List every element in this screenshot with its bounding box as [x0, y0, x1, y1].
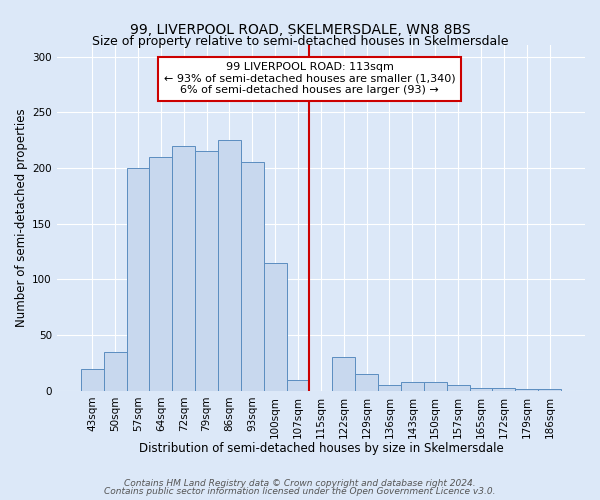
Bar — [195, 152, 218, 391]
Text: Contains public sector information licensed under the Open Government Licence v3: Contains public sector information licen… — [104, 487, 496, 496]
Bar — [538, 388, 561, 391]
Bar — [493, 388, 515, 391]
X-axis label: Distribution of semi-detached houses by size in Skelmersdale: Distribution of semi-detached houses by … — [139, 442, 503, 455]
Bar — [446, 386, 470, 391]
Bar — [81, 368, 104, 391]
Text: 99 LIVERPOOL ROAD: 113sqm
← 93% of semi-detached houses are smaller (1,340)
6% o: 99 LIVERPOOL ROAD: 113sqm ← 93% of semi-… — [164, 62, 455, 96]
Bar — [264, 262, 287, 391]
Bar — [332, 358, 355, 391]
Bar — [378, 386, 401, 391]
Text: Contains HM Land Registry data © Crown copyright and database right 2024.: Contains HM Land Registry data © Crown c… — [124, 478, 476, 488]
Y-axis label: Number of semi-detached properties: Number of semi-detached properties — [15, 109, 28, 328]
Bar — [287, 380, 310, 391]
Bar — [424, 382, 446, 391]
Bar — [127, 168, 149, 391]
Bar — [218, 140, 241, 391]
Bar — [355, 374, 378, 391]
Bar — [149, 157, 172, 391]
Bar — [470, 388, 493, 391]
Text: 99, LIVERPOOL ROAD, SKELMERSDALE, WN8 8BS: 99, LIVERPOOL ROAD, SKELMERSDALE, WN8 8B… — [130, 22, 470, 36]
Bar — [172, 146, 195, 391]
Bar — [241, 162, 264, 391]
Bar — [401, 382, 424, 391]
Bar — [515, 388, 538, 391]
Text: Size of property relative to semi-detached houses in Skelmersdale: Size of property relative to semi-detach… — [92, 35, 508, 48]
Bar — [104, 352, 127, 391]
